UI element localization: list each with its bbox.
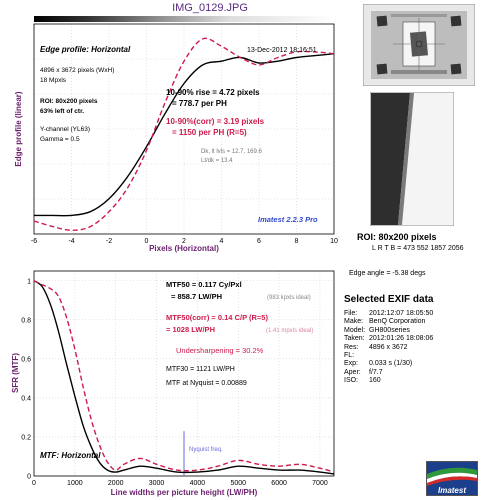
exif-key: Exp: (344, 360, 359, 368)
edge-ylabel: Edge profile (linear) (14, 91, 23, 166)
mtf-ylabel: SFR (MTF) (11, 353, 20, 393)
exif-key: Taken: (344, 335, 365, 343)
mtf-xlabel: Line widths per picture height (LW/PH) (111, 488, 258, 497)
edge-rise-corr-1: = 1150 per PH (R=5) (172, 128, 247, 137)
edge-plot-frame (33, 23, 335, 235)
edge-measured-curve (33, 53, 335, 217)
edge-levels-1: Lt/dk = 13.4 (201, 158, 233, 164)
exif-value: 2012:12:07 18:05:50 (369, 310, 434, 317)
edge-xlabel: Pixels (Horizontal) (149, 244, 219, 253)
exif-row: ISO: 160 (344, 377, 437, 385)
edge-version: Imatest 2.2.3 Pro (258, 215, 318, 224)
mtf50-ideal: (983 kpxls ideal) (267, 295, 311, 301)
exif-row: Exp: 0.033 s (1/30) (344, 360, 437, 368)
edge-info-0: 4896 x 3672 pixels (WxH) (40, 67, 114, 74)
mtf-y-tick-label: 0.4 (21, 395, 31, 402)
exif-row: Taken: 2012:01:26 18:08:06 (344, 335, 437, 343)
edge-gradient-bar (34, 16, 334, 22)
mtf-title: MTF: Horizontal (40, 451, 101, 460)
exif-key: Make: (344, 318, 364, 326)
edge-timestamp: 13-Dec-2012 18:16:51 (247, 47, 317, 54)
edge-x-tick-label: 10 (330, 238, 338, 245)
edge-x-tick-label: 6 (257, 238, 261, 245)
exif-value: f/7.7 (369, 368, 383, 376)
test-chart-thumbnail (363, 4, 475, 86)
mtf50-corr-0: MTF50(corr) = 0.14 C/P (R=5) (166, 313, 268, 322)
edge-x-tick-label: 0 (145, 238, 149, 245)
exif-value (369, 352, 437, 360)
edge-title: Edge profile: Horizontal (40, 45, 131, 54)
exif-value: GH800series (369, 326, 410, 334)
edge-x-tick-label: 4 (220, 238, 224, 245)
window-title: IMG_0129.JPG (172, 2, 248, 14)
edge-rise-corr-0: 10-90%(corr) = 3.19 pixels (166, 117, 265, 126)
mtf50-1: = 858.7 LW/PH (171, 292, 222, 301)
edge-x-tick-label: 8 (295, 238, 299, 245)
exif-key: Model: (344, 326, 366, 334)
nyquist-mtf-label: MTF at Nyquist = 0.00889 (166, 380, 247, 387)
mtf-y-tick-label: 0.2 (21, 434, 31, 441)
edge-angle: Edge angle = -5.38 degs (349, 270, 426, 277)
exif-row: Res: 4896 x 3672 (344, 344, 437, 352)
edge-roi-0: ROI: 80x200 pixels (40, 98, 98, 105)
exif-title: Selected EXIF data (344, 294, 434, 305)
mtf-x-tick-label: 0 (32, 480, 36, 487)
exif-value: 160 (369, 377, 381, 385)
edge-rise-0: 10-90% rise = 4.72 pixels (166, 88, 260, 97)
edge-rise-1: = 778.7 per PH (172, 99, 227, 108)
mtf50-0: MTF50 = 0.117 Cy/Pxl (166, 280, 242, 289)
mtf-chart: 0 1000 2000 3000 4000 5000 6000 7000 0 0.2 0.4 0.6… (11, 270, 335, 497)
edge-x-tick-label: 2 (182, 238, 186, 245)
mtf-y-tick-label: 0.8 (21, 317, 31, 324)
exif-value: BenQ Corporation (369, 318, 426, 326)
edge-profile-chart: -6 -4 -2 0 2 4 6 8 10 Edge profile: Horizontal 1… (14, 23, 338, 253)
imatest-logo-mark: Imatest (427, 467, 477, 495)
mtf50-corr-1: = 1028 LW/PH (166, 325, 215, 334)
edge-levels-0: Dk, lt lvls = 12.7, 169.6 (201, 149, 263, 155)
edge-x-tick-label: -6 (31, 238, 37, 245)
exif-value: 4896 x 3672 (369, 343, 408, 351)
roi-coords: L R T B = 473 552 1857 2056 (372, 245, 464, 252)
edge-info-1: 18 Mpxls (40, 77, 67, 84)
logo-text: Imatest (438, 486, 466, 495)
exif-key: File: (344, 310, 358, 317)
mtf30-label: MTF30 = 1121 LW/PH (166, 366, 235, 373)
mtf-measured-curve (33, 280, 335, 475)
exif-row: Model: GH800series (344, 327, 437, 335)
mtf-corrected-curve (33, 280, 335, 473)
edge-roi-1: 63% left of ctr. (40, 108, 84, 115)
sharpening-label: Undersharpening = 30.2% (176, 346, 264, 355)
mtf50-corr-ideal: (1.41 mpxls ideal) (266, 328, 313, 334)
edge-channel-1: Gamma = 0.5 (40, 136, 80, 143)
roi-crop-image (370, 92, 454, 226)
imatest-logo: Imatest (426, 461, 478, 496)
edge-x-tick-label: -4 (68, 238, 74, 245)
mtf-x-tick-label: 3000 (149, 480, 165, 487)
edge-x-tick-label: -2 (106, 238, 112, 245)
mtf-x-tick-label: 5000 (230, 480, 246, 487)
exif-table: File: 2012:12:07 18:05:50 Make: BenQ Corpo… (344, 310, 437, 386)
exif-key: Res: (344, 343, 359, 351)
edge-channel-0: Y-channel (YL63) (40, 126, 90, 133)
mtf-x-tick-label: 7000 (312, 480, 328, 487)
exif-row: Make: BenQ Corporation (344, 318, 437, 326)
exif-value: 0.033 s (1/30) (369, 360, 413, 368)
mtf-y-tick-label: 0 (27, 474, 31, 481)
mtf-y-tick-label: 0.6 (21, 356, 31, 363)
roi-label: ROI: 80x200 pixels (357, 232, 437, 242)
nyquist-label: Nyquist freq. (189, 447, 223, 453)
mtf-y-tick-label: 1 (27, 278, 31, 285)
mtf-x-tick-label: 1000 (67, 480, 83, 487)
mtf-x-tick-label: 2000 (108, 480, 124, 487)
exif-row: File: 2012:12:07 18:05:50 (344, 310, 437, 318)
exif-value: 2012:01:26 18:08:06 (369, 335, 434, 343)
exif-row: FL: (344, 352, 437, 360)
mtf-x-tick-label: 6000 (271, 480, 287, 487)
exif-key: Aper: (344, 368, 361, 376)
exif-key: FL: (344, 352, 355, 360)
exif-row: Aper: f/7.7 (344, 369, 437, 377)
edge-corrected-curve (33, 37, 335, 232)
exif-key: ISO: (344, 377, 359, 385)
mtf-x-tick-label: 4000 (190, 480, 206, 487)
